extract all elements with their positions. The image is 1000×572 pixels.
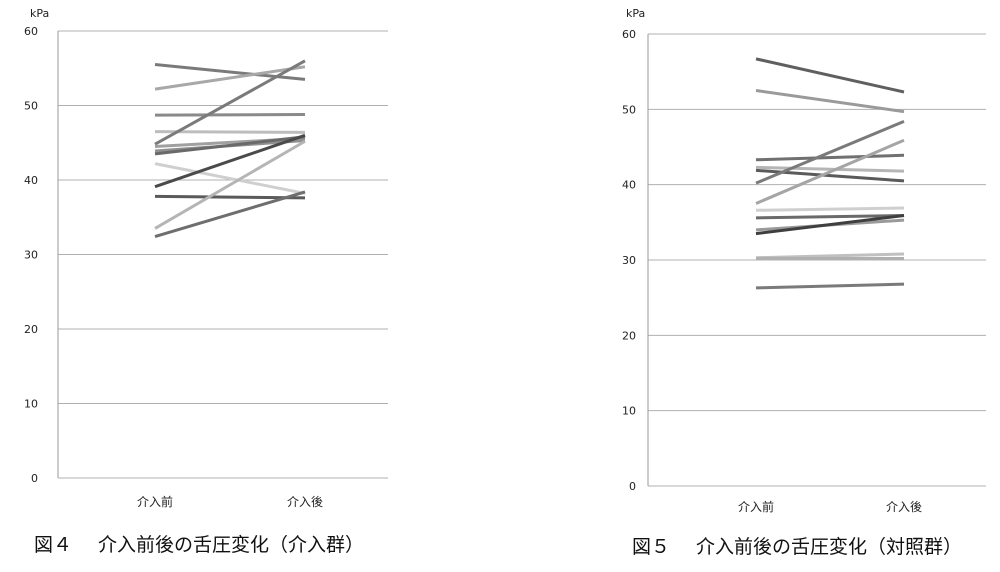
- series-line-3: [755, 153, 905, 162]
- series-line-3: [154, 112, 306, 117]
- y-tick-label: 40: [622, 179, 636, 192]
- y-tick-label: 0: [629, 480, 636, 493]
- series-line-4: [755, 165, 905, 173]
- series-line-14: [755, 282, 905, 290]
- figure-caption-number: 図５: [632, 536, 670, 558]
- figure-caption-text: 介入前後の舌圧変化（介入群）: [98, 534, 364, 556]
- y-axis-unit-label: kPa: [30, 7, 49, 20]
- series-line-9: [755, 214, 905, 220]
- y-tick-label: 20: [622, 329, 636, 342]
- series-line-9: [154, 162, 306, 195]
- y-tick-label: 60: [622, 28, 636, 41]
- series-line-1: [154, 63, 306, 81]
- series-line-13: [154, 190, 306, 239]
- series-line-10: [154, 133, 306, 189]
- y-axis-unit-label: kPa: [626, 7, 645, 20]
- series-line-5: [154, 59, 306, 146]
- y-tick-label: 0: [31, 472, 38, 485]
- x-category-label: 介入前: [137, 494, 173, 509]
- x-category-label: 介入前: [738, 499, 774, 514]
- series-line-8: [154, 135, 306, 156]
- series-line-2: [755, 89, 905, 114]
- y-tick-label: 10: [622, 405, 636, 418]
- series-line-11: [154, 194, 306, 200]
- y-tick-label: 50: [24, 100, 38, 113]
- series-line-11: [755, 214, 905, 236]
- series-line-7: [755, 138, 905, 205]
- series-line-1: [755, 57, 905, 94]
- x-category-label: 介入後: [886, 500, 922, 514]
- y-tick-label: 60: [24, 25, 38, 38]
- series-line-6: [755, 120, 905, 185]
- y-tick-label: 20: [24, 323, 38, 336]
- y-tick-label: 50: [622, 103, 636, 116]
- figure-caption-text: 介入前後の舌圧変化（対照群）: [696, 536, 962, 558]
- y-tick-label: 40: [24, 174, 38, 187]
- series-line-8: [755, 206, 905, 212]
- series-line-2: [154, 65, 306, 91]
- y-tick-label: 30: [24, 249, 38, 262]
- series-line-12: [154, 139, 306, 230]
- x-category-label: 介入後: [287, 495, 323, 509]
- figure-caption-number: 図４: [34, 534, 72, 556]
- y-tick-label: 30: [622, 254, 636, 267]
- y-tick-label: 10: [24, 398, 38, 411]
